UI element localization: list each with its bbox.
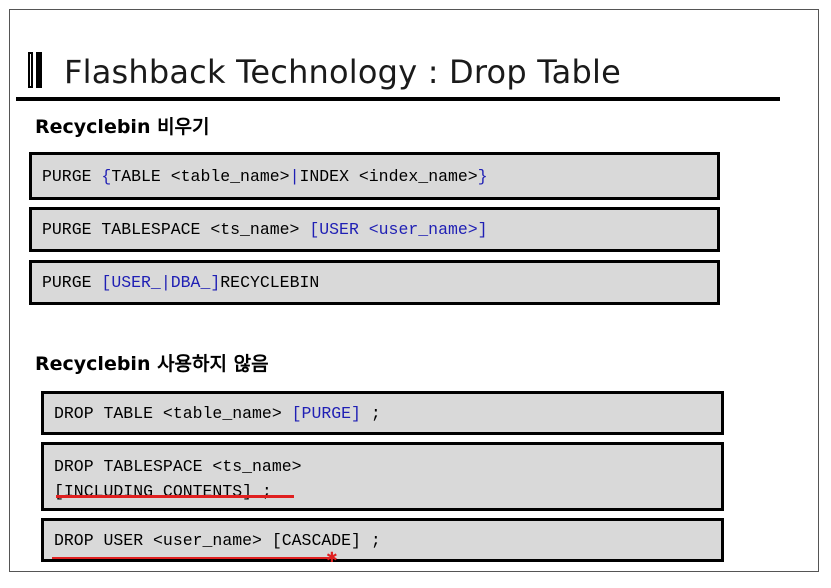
code-text: TABLE <table_name> xyxy=(111,167,290,186)
code-text: DROP TABLE <table_name> xyxy=(54,404,292,423)
asterisk-mark-icon: ✱ xyxy=(326,550,338,566)
code-text: PURGE TABLESPACE <ts_name> xyxy=(42,220,310,239)
code-text: ; xyxy=(360,404,381,423)
code-text: DROP USER <user_name> [CASCADE] ; xyxy=(54,531,381,550)
code-text: RECYCLEBIN xyxy=(220,273,320,292)
code-purge-option: [PURGE] xyxy=(291,404,361,423)
code-line: DROP TABLESPACE <ts_name> xyxy=(54,457,302,476)
code-optional-prefix: [USER_ xyxy=(101,273,161,292)
code-text: INDEX <index_name> xyxy=(299,167,478,186)
code-purge-recyclebin: PURGE [USER_|DBA_]RECYCLEBIN xyxy=(29,260,720,305)
section-heading-no-recyclebin: Recyclebin 사용하지 않음 xyxy=(35,353,269,375)
code-optional-clause: [USER <user_name>] xyxy=(309,220,488,239)
code-brace-close: } xyxy=(477,167,488,186)
highlight-underline xyxy=(52,557,330,559)
code-drop-user: DROP USER <user_name> [CASCADE] ; xyxy=(41,518,724,562)
highlight-underline xyxy=(56,495,294,498)
code-separator: | xyxy=(289,167,300,186)
code-text: PURGE xyxy=(42,273,102,292)
page-title: Flashback Technology : Drop Table xyxy=(64,53,621,91)
code-drop-table: DROP TABLE <table_name> [PURGE] ; xyxy=(41,391,724,435)
code-optional-prefix: DBA_] xyxy=(170,273,221,292)
section-heading-empty-recyclebin: Recyclebin 비우기 xyxy=(35,116,210,138)
code-drop-tablespace: DROP TABLESPACE <ts_name> [INCLUDING CONT… xyxy=(41,442,724,511)
title-marker-icon xyxy=(28,52,44,88)
code-text: PURGE xyxy=(42,167,102,186)
title-bar: Flashback Technology : Drop Table xyxy=(28,50,788,98)
title-divider xyxy=(16,97,780,101)
code-purge-tablespace: PURGE TABLESPACE <ts_name> [USER <user_n… xyxy=(29,207,720,252)
code-line: [INCLUDING CONTENTS] ; xyxy=(54,482,272,501)
code-brace-open: { xyxy=(101,167,112,186)
code-separator: | xyxy=(160,273,171,292)
code-purge-table-index: PURGE {TABLE <table_name>|INDEX <index_n… xyxy=(29,152,720,200)
